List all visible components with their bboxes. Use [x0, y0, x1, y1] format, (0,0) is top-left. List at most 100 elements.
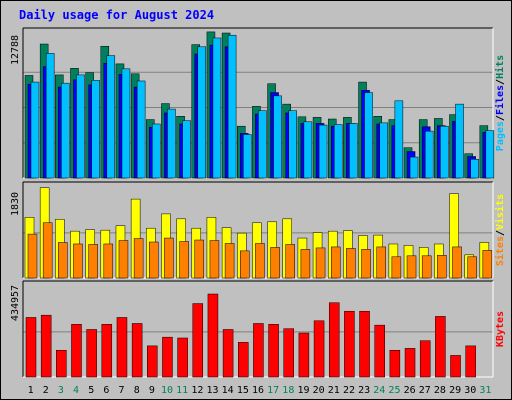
x-tick-label-day-3: 3	[58, 385, 64, 396]
bar-kbytes-day-11	[177, 337, 188, 378]
bar-kbytes-day-6	[101, 324, 113, 378]
bar-pages-day-15	[243, 134, 252, 179]
bar-pages-day-12	[197, 46, 207, 179]
bar-pages-day-20	[318, 124, 328, 179]
bar-sites-day-18	[285, 244, 295, 279]
bar-sites-day-24	[376, 246, 386, 279]
y-max-label: 1830	[10, 192, 21, 216]
bar-kbytes-day-10	[162, 336, 173, 378]
bar-sites-day-21	[330, 246, 341, 279]
bar-kbytes-day-20	[313, 320, 325, 378]
bar-sites-day-9	[149, 241, 159, 279]
x-tick-label-day-19: 19	[297, 385, 309, 396]
bar-kbytes-day-27	[419, 340, 431, 378]
bar-sites-day-8	[133, 238, 144, 279]
bar-pages-day-9	[152, 123, 161, 179]
x-tick-label-day-6: 6	[103, 385, 109, 396]
bar-pages-day-11	[182, 120, 191, 179]
x-tick-label-day-4: 4	[73, 385, 79, 396]
bar-kbytes-day-7	[116, 317, 128, 378]
x-tick-label-day-25: 25	[388, 385, 400, 396]
bar-pages-day-18	[288, 110, 297, 179]
legend-hits: Hits	[494, 55, 506, 79]
bar-pages-day-22	[349, 123, 358, 179]
x-tick-label-day-31: 31	[479, 385, 491, 396]
legend-pages: Pages	[495, 121, 506, 151]
bar-pages-day-10	[167, 108, 176, 179]
bar-sites-day-1	[27, 233, 38, 279]
bar-kbytes-day-16	[253, 323, 264, 378]
x-tick-label-day-28: 28	[434, 385, 446, 396]
bar-pages-day-17	[273, 95, 282, 179]
bar-sites-day-6	[103, 243, 114, 279]
bar-kbytes-day-22	[344, 310, 355, 378]
legend-separator: /	[495, 79, 506, 85]
bar-kbytes-day-24	[374, 324, 385, 378]
bar-pages-day-31	[485, 130, 495, 179]
bar-kbytes-day-29	[450, 355, 461, 378]
bar-sites-day-23	[361, 249, 371, 279]
bar-sites-day-13	[209, 240, 220, 279]
bar-pages-day-7	[121, 68, 131, 179]
bar-sites-day-22	[346, 248, 356, 279]
bar-sites-day-17	[270, 247, 280, 279]
x-tick-label-day-27: 27	[419, 385, 431, 396]
bar-pages-day-1	[30, 81, 40, 179]
bar-kbytes-day-18	[283, 328, 294, 378]
legend-files: Files	[494, 85, 506, 115]
bar-pages-day-30	[470, 159, 479, 179]
legend-sites: Sites	[494, 236, 506, 266]
bar-sites-day-15	[240, 250, 250, 279]
x-tick-label-day-1: 1	[28, 385, 34, 396]
bar-sites-day-3	[58, 242, 68, 279]
bar-sites-day-4	[73, 243, 83, 279]
legend-separator: /	[495, 115, 506, 121]
x-tick-label-day-13: 13	[206, 385, 218, 396]
bar-sites-day-16	[255, 243, 265, 279]
bar-kbytes-day-17	[268, 324, 279, 378]
bar-kbytes-day-2	[40, 314, 52, 378]
bar-pages-day-25	[394, 100, 404, 179]
x-tick-label-day-8: 8	[134, 385, 140, 396]
bar-sites-day-5	[88, 244, 98, 279]
x-tick-label-day-12: 12	[191, 385, 203, 396]
bar-sites-day-2	[42, 222, 53, 279]
bar-pages-day-27	[424, 130, 434, 179]
bar-pages-day-19	[303, 121, 313, 179]
bar-kbytes-day-13	[207, 293, 219, 378]
legend: Sites/Visits	[494, 194, 506, 266]
bar-sites-day-14	[224, 243, 235, 279]
legend-kbytes: KBytes	[495, 311, 506, 347]
bar-pages-day-21	[333, 124, 343, 179]
bar-kbytes-day-30	[465, 345, 476, 378]
bar-sites-day-25	[391, 256, 402, 279]
bar-pages-day-26	[409, 156, 419, 179]
bar-pages-day-29	[455, 103, 464, 179]
x-tick-label-day-5: 5	[88, 385, 94, 396]
x-tick-label-day-30: 30	[464, 385, 476, 396]
bar-pages-day-16	[258, 110, 267, 179]
bar-kbytes-day-12	[192, 303, 204, 378]
bar-kbytes-day-5	[86, 329, 97, 378]
bar-pages-day-2	[45, 53, 55, 179]
bar-pages-day-23	[364, 92, 373, 179]
x-tick-label-day-21: 21	[328, 385, 340, 396]
bar-sites-day-31	[482, 250, 493, 279]
bar-pages-day-3	[61, 82, 70, 179]
bar-sites-day-12	[194, 239, 205, 279]
legend-visits: Visits	[494, 194, 506, 230]
bar-sites-day-29	[452, 246, 462, 279]
x-tick-label-day-20: 20	[313, 385, 325, 396]
bar-sites-day-28	[437, 255, 447, 279]
bar-pages-day-8	[136, 80, 146, 179]
x-tick-label-day-2: 2	[43, 385, 49, 396]
x-tick-label-day-14: 14	[222, 385, 234, 396]
bar-pages-day-6	[106, 55, 116, 179]
legend: Pages/Files/Hits	[494, 55, 506, 151]
bar-pages-day-14	[227, 34, 237, 179]
bar-sites-day-26	[406, 255, 417, 279]
bar-pages-day-4	[76, 74, 85, 179]
x-tick-label-day-22: 22	[343, 385, 355, 396]
bar-sites-day-30	[467, 256, 477, 279]
